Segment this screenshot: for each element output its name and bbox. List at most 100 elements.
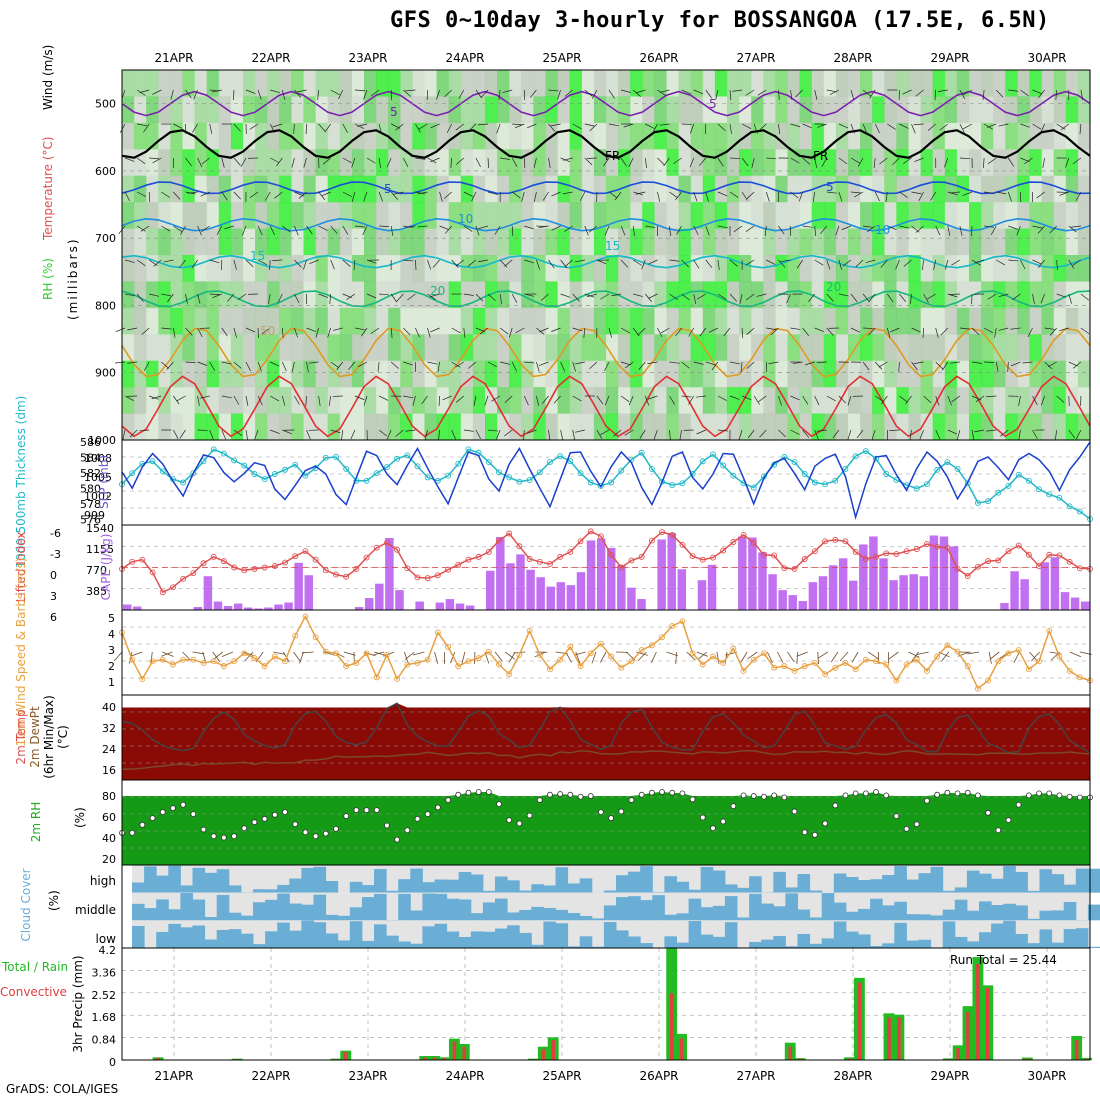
- wind-barb: [974, 259, 985, 264]
- wind-barb: [835, 225, 840, 236]
- rh-point: [587, 793, 594, 799]
- credit-label: GrADS: COLA/IGES: [6, 1082, 119, 1096]
- rh-cell: [388, 202, 401, 230]
- rh-cell: [230, 175, 244, 203]
- wind-barb: [415, 259, 417, 271]
- wind-barb: [591, 89, 598, 100]
- rh-cell: [376, 228, 389, 256]
- precip-conv-bar: [432, 1057, 437, 1060]
- cloud-cell: [156, 875, 169, 893]
- lifted-index-line-point: [924, 541, 930, 548]
- thickness-line-point: [791, 459, 798, 466]
- cape-bar: [798, 601, 808, 610]
- rh-cell: [751, 255, 764, 283]
- rh-cell: [255, 281, 268, 309]
- rh-cell: [291, 96, 305, 124]
- lifted-index-line-point: [873, 553, 879, 560]
- lifted-index-line-point: [964, 573, 971, 579]
- wind-barb: [487, 293, 496, 301]
- rh-cell: [606, 70, 619, 98]
- wind-barb: [370, 327, 380, 334]
- wind-barb: [366, 293, 377, 299]
- rh-cell: [291, 122, 305, 150]
- wind-barb: [291, 361, 295, 372]
- cape-bar: [1080, 601, 1090, 610]
- rh-cell: [593, 228, 607, 256]
- wind-speed-line-point: [669, 623, 676, 629]
- wind-barb: [500, 361, 510, 365]
- wind-barb: [879, 157, 888, 165]
- wind-speed-line-point: [710, 653, 716, 660]
- rh-cell: [618, 202, 631, 230]
- cloud-cell: [809, 943, 823, 948]
- rh-cell: [376, 149, 389, 177]
- cloud-cell: [555, 867, 569, 893]
- wind-barb: [729, 191, 739, 198]
- wind-barb: [180, 225, 186, 235]
- cape-bar: [264, 607, 273, 610]
- rh-cell: [509, 387, 522, 415]
- surface-wind-barb: [636, 651, 648, 656]
- cloud-cell: [543, 885, 556, 893]
- contour-label: 15: [605, 239, 620, 253]
- cape-bar: [859, 544, 868, 610]
- rh-cell: [255, 413, 268, 441]
- contour-label: 5: [826, 180, 834, 194]
- rh-cell: [158, 228, 171, 256]
- rh-cell: [763, 255, 776, 283]
- rh-cell: [122, 360, 135, 388]
- wind-barb: [895, 259, 900, 270]
- rh-cell: [860, 360, 873, 388]
- rh-tick: 20: [102, 853, 116, 866]
- cape-bar: [1000, 603, 1009, 610]
- wind-barb: [536, 327, 545, 335]
- cape-tick: 770: [86, 564, 107, 577]
- wind-barb: [272, 123, 283, 128]
- rh-cell: [545, 228, 559, 256]
- surface-wind-barb: [565, 651, 572, 663]
- wind-barb: [201, 157, 210, 165]
- cloud-cell: [737, 887, 750, 893]
- rh-cell: [751, 70, 764, 98]
- wind-speed-line-point: [852, 666, 859, 673]
- cape-bar: [899, 575, 908, 610]
- rh-cell: [593, 96, 607, 124]
- wind-barb: [378, 191, 383, 202]
- thickness-line-point: [710, 451, 716, 458]
- wind-barb: [136, 89, 146, 96]
- cloud-cell: [628, 871, 641, 893]
- wind-barb: [216, 225, 223, 235]
- thickness-tick: 578: [80, 498, 101, 511]
- wind-barb: [502, 89, 513, 93]
- cloud-cell: [918, 939, 932, 948]
- wind-speed-line-point: [924, 667, 930, 674]
- wind-barb: [122, 429, 126, 440]
- cloud-cell: [676, 913, 690, 921]
- cloud-cell: [482, 931, 496, 948]
- wind-barb: [245, 327, 256, 333]
- cloud-cell: [374, 893, 387, 921]
- wind-barb: [620, 259, 629, 268]
- wind-barb: [417, 191, 428, 195]
- rh-point: [883, 792, 890, 799]
- thickness-line-point: [180, 479, 187, 486]
- wind-barb: [572, 429, 576, 440]
- wind-barb: [124, 259, 135, 263]
- wind-barb: [838, 191, 843, 202]
- wind-barb: [443, 191, 452, 199]
- rh-cell: [969, 281, 982, 309]
- rh-cell: [267, 360, 280, 388]
- wind-barb: [745, 259, 755, 266]
- contour-label: 5: [390, 105, 398, 119]
- rh-cell: [315, 122, 329, 150]
- cloud-axis-label: Cloud Cover: [19, 868, 33, 941]
- cloud-cell: [1051, 874, 1065, 893]
- surface-wind-barb: [130, 651, 143, 657]
- wind-barb: [613, 429, 622, 437]
- surface-wind-barb: [434, 651, 439, 664]
- date-label-top: 22APR: [251, 51, 290, 65]
- rh-cell: [799, 281, 813, 309]
- rh-cell: [751, 175, 764, 203]
- rh-cell: [642, 281, 655, 309]
- rh-cell: [279, 202, 292, 230]
